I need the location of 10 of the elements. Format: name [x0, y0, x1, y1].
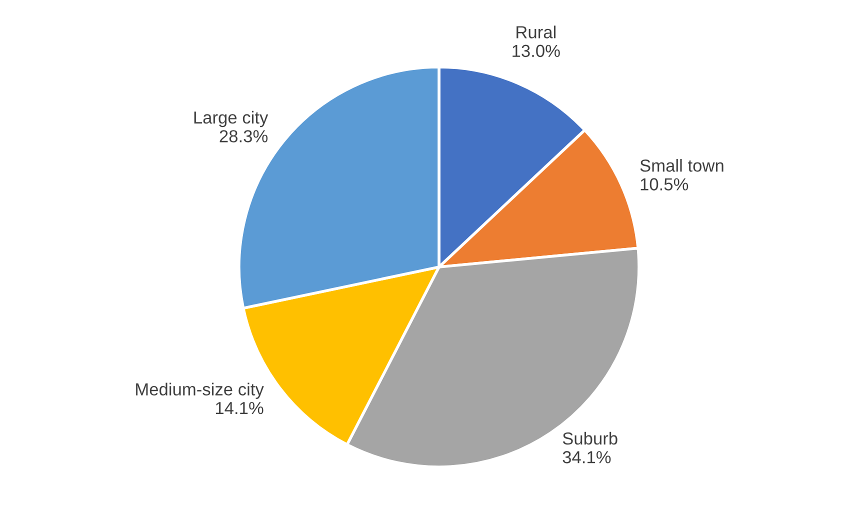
- data-label: 28.3%: [220, 130, 268, 142]
- slice-label: Rural: [516, 26, 556, 38]
- slice-label: Medium-size city: [136, 382, 264, 399]
- slice-label: Small town: [640, 159, 724, 172]
- slice-label: Suburb: [562, 432, 618, 445]
- data-label: 14.1%: [216, 402, 264, 414]
- slice-label: Large city: [194, 110, 268, 128]
- data-label: 10.5%: [640, 178, 688, 190]
- data-label: 34.1%: [562, 451, 611, 464]
- data-label: 13.0%: [512, 44, 560, 58]
